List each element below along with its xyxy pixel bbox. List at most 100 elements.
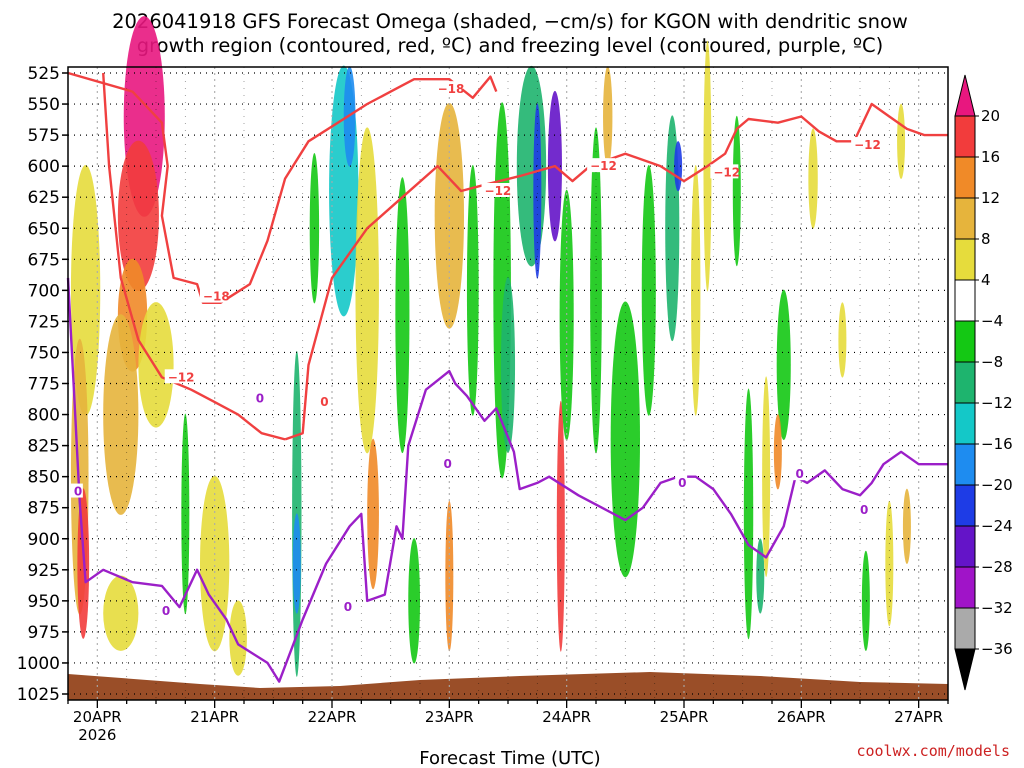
colorbar-label: −28: [981, 558, 1013, 576]
x-tick-label: 26APR: [777, 708, 826, 726]
contour-label-bg: [164, 369, 193, 384]
contour-label: 0: [443, 457, 451, 471]
y-tick-label: 1000: [17, 654, 60, 674]
contour-label: 0: [860, 503, 868, 517]
shading-blob: [103, 314, 139, 515]
colorbar-label: −4: [981, 312, 1003, 330]
contour-label: 0: [344, 600, 352, 614]
shading-blob: [445, 500, 454, 652]
contour-label-bg: [710, 164, 739, 179]
credit-link[interactable]: coolwx.com/models: [856, 742, 1010, 760]
contour-label: 0: [795, 467, 803, 481]
colorbar-swatch: [954, 279, 976, 322]
shading-blob: [200, 475, 230, 652]
x-axis-label: Forecast Time (UTC): [419, 748, 600, 768]
y-tick-label: 600: [28, 157, 60, 177]
colorbar-label: −36: [981, 640, 1013, 658]
y-tick-label: 750: [28, 343, 60, 363]
contour-label-bg: [587, 158, 616, 173]
chart-title-line2: growth region (contoured, red, ºC) and f…: [137, 34, 884, 57]
y-tick-label: 925: [28, 561, 60, 581]
shading-blob: [732, 115, 741, 267]
y-tick-label: 850: [28, 468, 60, 488]
y-tick-label: 900: [28, 530, 60, 550]
shading-blob: [408, 538, 420, 664]
colorbar-label: −32: [981, 599, 1013, 617]
contour-label-bg: [199, 288, 228, 303]
contour-label-bg: [851, 137, 880, 152]
contours: −18 −18 −12 −12 −12 −12 −12 0 0 0 0 0 0 0 0 0: [66, 71, 948, 683]
colorbar-label: 12: [981, 189, 1000, 207]
y-tick-label: 800: [28, 406, 60, 426]
shading-blob: [292, 513, 301, 614]
shading-blob: [756, 538, 765, 614]
shading-blob: [138, 302, 174, 428]
shading-blob: [885, 500, 894, 627]
contour-label: 0: [256, 391, 264, 405]
snow-growth-contour: [102, 72, 286, 441]
shading-blob: [838, 302, 847, 378]
shading-blob: [808, 128, 818, 229]
contour-label: −12: [168, 370, 195, 384]
colorbar-label: −12: [981, 394, 1013, 412]
contour-label-bg: [675, 474, 688, 489]
x-tick-label: 25APR: [660, 708, 709, 726]
contour-label-bg: [857, 502, 869, 517]
contour-label-bg: [434, 81, 463, 96]
colorbar-swatch: [954, 566, 976, 609]
x-tick-label: 22APR: [308, 708, 357, 726]
colorbar-swatch: [954, 484, 976, 527]
shading-blob: [533, 103, 542, 279]
y-tick-label: 650: [28, 219, 60, 239]
contour-label-bg: [70, 483, 83, 498]
shading-blob: [559, 189, 574, 441]
shading-blob: [367, 438, 379, 590]
y-tick-label: 550: [28, 95, 60, 115]
y-tick-label: 725: [28, 312, 60, 332]
colorbar-swatch: [954, 115, 976, 158]
colorbar-swatch: [954, 361, 976, 404]
shading-blob: [500, 277, 516, 453]
x-tick-label: 23APR: [425, 708, 474, 726]
y-tick-label: 950: [28, 592, 60, 612]
x-tick-label: 24APR: [542, 708, 591, 726]
shading-blob: [434, 102, 465, 329]
colorbar-label: −16: [981, 435, 1013, 453]
shading-blob: [117, 140, 159, 292]
contour-label: −18: [438, 82, 465, 96]
chart-title-line1: 2026041918 GFS Forecast Omega (shaded, −…: [112, 10, 908, 33]
y-tick-label: 775: [28, 375, 60, 395]
contour-label-bg: [158, 602, 171, 617]
contour-label: −18: [203, 290, 230, 304]
shading-blob: [641, 164, 656, 416]
y-tick-label: 625: [28, 188, 60, 208]
shading-blob: [861, 550, 870, 652]
snow-growth-contour: [67, 71, 498, 304]
colorbar-swatch: [954, 525, 976, 568]
shading-blob: [610, 301, 640, 578]
shading-blob: [103, 575, 139, 651]
colorbar-bottom-arrow: [954, 648, 976, 691]
colorbar-label: −8: [981, 353, 1003, 371]
contour-label: −12: [854, 138, 881, 152]
shading-blob: [395, 177, 410, 454]
y-tick-label: 1025: [17, 685, 60, 705]
contour-label: 0: [678, 476, 686, 490]
y-tick-label: 675: [28, 250, 60, 270]
contour-label-bg: [340, 599, 353, 614]
colorbar-label: −24: [981, 517, 1013, 535]
colorbar: 20 16 12 8 4 −4 −8 −12 −16 −20 −24 −28 −32 −36: [954, 74, 1013, 691]
colorbar-label: −20: [981, 476, 1013, 494]
shading-blob: [516, 65, 547, 267]
contour-label-bg: [317, 394, 330, 409]
contour-label-bg: [252, 390, 265, 405]
shading-blob: [181, 413, 190, 615]
shading-blob: [776, 289, 791, 441]
colorbar-swatch: [954, 197, 976, 240]
colorbar-swatch: [954, 320, 976, 363]
shading-blob: [466, 164, 479, 416]
colorbar-swatch: [954, 402, 976, 445]
y-tick-label: 575: [28, 126, 60, 146]
colorbar-label: 4: [981, 271, 991, 289]
